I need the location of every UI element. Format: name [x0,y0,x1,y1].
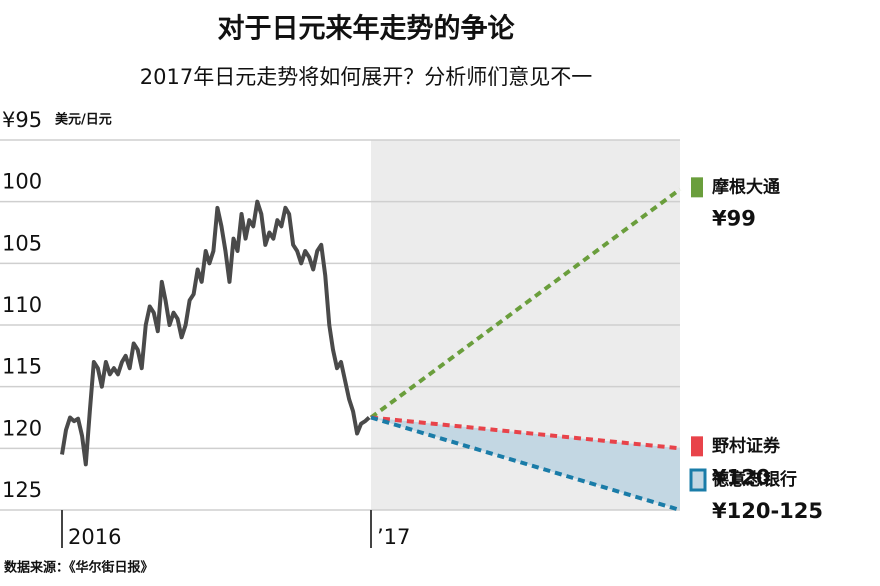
y-tick-label: 105 [2,231,42,255]
value-label: ¥99 [712,206,756,230]
price-line [60,199,371,467]
y-unit: 美元/日元 [55,112,112,128]
legend-label: 摩根大通 [712,176,780,197]
legend-swatch [691,177,703,198]
y-tick-label: 125 [2,478,42,502]
y-tick-label: 100 [2,170,42,194]
y-tick-label: ¥95 [2,108,42,132]
x-tick-label: ’17 [377,525,410,549]
legend-label: 德意志银行 [712,469,797,490]
chart-title: 对于日元来年走势的争论 [218,13,516,45]
y-tick-label: 110 [2,293,42,317]
y-tick-label: 120 [2,416,42,440]
legend-swatch [691,436,703,457]
y-tick-label: 115 [2,355,42,379]
value-label: ¥120 [712,465,770,489]
legend-swatch [689,468,707,492]
legend-label: 野村证券 [712,435,781,456]
x-tick-label: 2016 [68,525,121,549]
forecast-line [370,415,681,512]
chart-subtitle: 2017年日元走势将如何展开？分析师们意见不一 [140,65,592,89]
source: 数据来源：《华尔街日报》 [4,560,154,576]
forecast-line [369,187,682,420]
forecast-line [370,415,681,451]
value-label: ¥120-125 [712,499,823,523]
